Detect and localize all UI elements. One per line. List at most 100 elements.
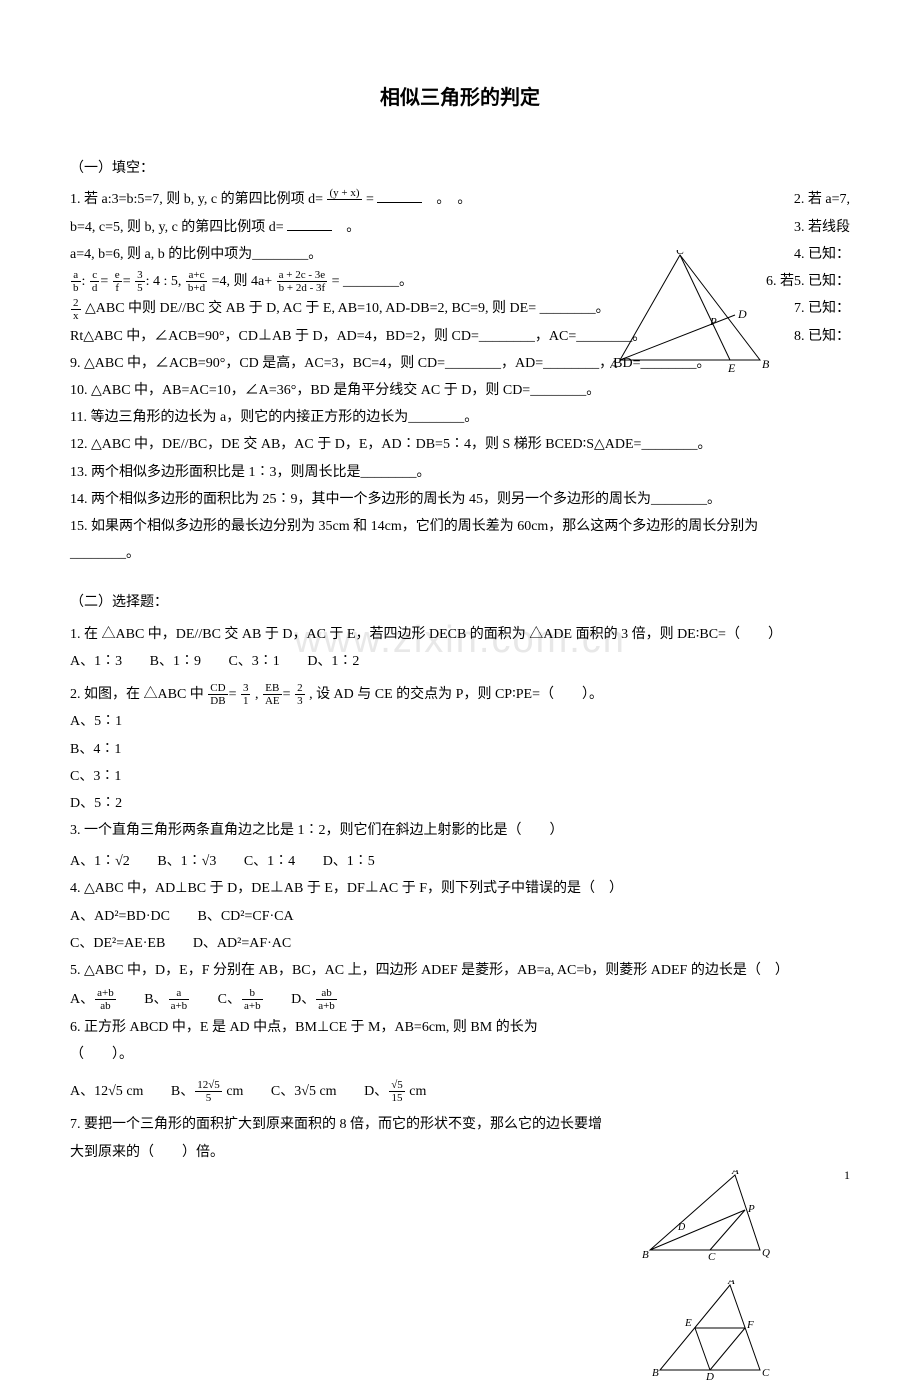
q2-4-opts2: C、DE²=AE·EB D、AD²=AF·AC <box>70 931 850 956</box>
q1-9: 9. △ABC 中，∠ACB=90°，CD 是高，AC=3，BC=4，则 CD=… <box>70 351 850 376</box>
q2-2d: D、5∶2 <box>70 791 850 816</box>
opt-d: D、aba+b <box>291 992 338 1007</box>
opt-c: C、1∶4 <box>244 854 295 869</box>
text: a=4, b=6, 则 a, b 的比例中项为________。 <box>70 247 322 262</box>
d: 3 <box>295 695 305 707</box>
svg-text:C: C <box>708 1251 716 1260</box>
d: f <box>113 282 122 294</box>
svg-text:P: P <box>747 1203 755 1215</box>
q1-8b: Rt△ABC 中，∠ACB=90°，CD⊥AB 于 D，AD=4，BD=2，则 … <box>70 324 850 349</box>
q1-4: 4. 已知： <box>794 242 850 267</box>
q1-12: 12. △ABC 中，DE//BC，DE 交 AB，AC 于 D，E，AD∶DB… <box>70 432 850 457</box>
svg-text:A: A <box>731 1170 739 1177</box>
page-title: 相似三角形的判定 <box>70 80 850 116</box>
text: = <box>366 192 377 207</box>
svg-text:Q: Q <box>762 1247 770 1259</box>
opt-d: D、1∶2 <box>307 654 359 669</box>
section2-head: （二）选择题： <box>70 590 850 615</box>
n: 2 <box>295 682 305 695</box>
q2-2c: C、3∶1 <box>70 764 850 789</box>
n: 2 <box>71 297 81 310</box>
q1-8: 8. 已知： <box>794 324 850 349</box>
t: △ABC 中则 DE//BC 交 AB 于 D, AC 于 E, AB=10, … <box>85 301 610 316</box>
svg-text:E: E <box>684 1317 692 1329</box>
q1-11: 11. 等边三角形的边长为 a，则它的内接正方形的边长为________。 <box>70 405 850 430</box>
q1-3b: a=4, b=6, 则 a, b 的比例中项为________。 4. 已知： <box>70 242 850 267</box>
frac-d <box>327 200 361 212</box>
figure-triangle-3: A B C D E F <box>650 1280 770 1380</box>
opt-d: D、√515 cm <box>364 1084 426 1099</box>
svg-text:B: B <box>642 1249 649 1260</box>
n: a <box>71 269 81 282</box>
opt-a: A、12√5 cm <box>70 1084 143 1099</box>
d: 1 <box>241 695 251 707</box>
q2-5-opts: A、a+bab B、aa+b C、ba+b D、aba+b <box>70 987 850 1012</box>
n: 3 <box>135 269 145 282</box>
q1-15: 15. 如果两个相似多边形的最长边分别为 35cm 和 14cm，它们的周长差为… <box>70 514 850 539</box>
svg-text:B: B <box>652 1367 659 1379</box>
text: 1. 若 a:3=b:5=7, 则 b, y, c 的第四比例项 d= <box>70 192 326 207</box>
q2-6-opts: A、12√5 cm B、12√55 cm C、3√5 cm D、√515 cm <box>70 1079 850 1104</box>
q2-2: 2. 如图，在 △ABC 中 CDDB= 31 , EBAE= 23 , 设 A… <box>70 682 850 707</box>
n: a + 2c - 3e <box>277 269 328 282</box>
opt-d: D、1∶5 <box>323 854 375 869</box>
opt-b: B、CD²=CF·CA <box>197 909 293 924</box>
q2-2a: A、5∶1 <box>70 709 850 734</box>
d: DB <box>208 695 227 707</box>
opt-b: B、1∶9 <box>150 654 201 669</box>
t: =4, 则 4a+ <box>212 274 273 289</box>
n: e <box>113 269 122 282</box>
q1-line1: 1. 若 a:3=b:5=7, 则 b, y, c 的第四比例项 d= (y +… <box>70 187 850 212</box>
q2-7b: 大到原来的（ ）倍。 <box>70 1140 850 1165</box>
q2-1-opts: A、1∶3 B、1∶9 C、3∶1 D、1∶2 <box>70 649 850 674</box>
q1-6: 6. 若 <box>766 269 794 294</box>
d: 5 <box>135 282 145 294</box>
opt-c: C、3√5 cm <box>271 1084 337 1099</box>
q1-line2: b=4, c=5, 则 b, y, c 的第四比例项 d= 。 3. 若线段 <box>70 215 850 240</box>
frac-n: (y + x) <box>327 187 361 200</box>
q2-6b: （ ）。 <box>70 1042 850 1067</box>
figure-triangle-2: A B C Q P D <box>640 1170 770 1260</box>
opt-b: B、12√55 cm <box>171 1084 244 1099</box>
opt-c: C、3∶1 <box>228 654 279 669</box>
svg-text:F: F <box>746 1319 754 1331</box>
t: 4 <box>153 274 160 289</box>
q1-3: 3. 若线段 <box>794 215 850 240</box>
page-number: 1 <box>844 1165 850 1187</box>
t: , 设 AD 与 CE 的交点为 P，则 CP∶PE=（ ）。 <box>309 687 603 702</box>
t: = ________。 <box>332 274 413 289</box>
q1-6b: 2x △ABC 中则 DE//BC 交 AB 于 D, AC 于 E, AB=1… <box>70 296 850 321</box>
q2-6: 6. 正方形 ABCD 中，E 是 AD 中点，BM⊥CE 于 M，AB=6cm… <box>70 1015 850 1040</box>
d: b <box>71 282 81 294</box>
q2-4: 4. △ABC 中，AD⊥BC 于 D，DE⊥AB 于 E，DF⊥AC 于 F，… <box>70 876 850 901</box>
opt-c: C、ba+b <box>218 992 264 1007</box>
q2-1: 1. 在 △ABC 中，DE//BC 交 AB 于 D，AC 于 E，若四边形 … <box>70 622 850 647</box>
opt-a: A、1∶√2 <box>70 854 130 869</box>
opt-b: B、1∶√3 <box>157 854 216 869</box>
d: d <box>90 282 100 294</box>
q2-5: 5. △ABC 中，D，E，F 分别在 AB，BC，AC 上，四边形 ADEF … <box>70 958 850 983</box>
q1-7: 7. 已知： <box>794 296 850 321</box>
q1-5eq: ab: cd= ef= 35: 4 : 5, a+cb+d =4, 则 4a+ … <box>70 269 850 294</box>
n: EB <box>263 682 282 695</box>
q1-14: 14. 两个相似多边形的面积比为 25∶9，其中一个多边形的周长为 45，则另一… <box>70 487 850 512</box>
opt-a: A、a+bab <box>70 992 117 1007</box>
svg-text:D: D <box>705 1371 714 1380</box>
d: b + 2d - 3f <box>277 282 328 294</box>
opt-d: D、AD²=AF·AC <box>193 936 291 951</box>
svg-text:D: D <box>677 1222 686 1233</box>
d: x <box>71 310 81 322</box>
q2-7: 7. 要把一个三角形的面积扩大到原来面积的 8 倍，而它的形状不变，那么它的边长… <box>70 1112 850 1137</box>
q2-3-opts: A、1∶√2 B、1∶√3 C、1∶4 D、1∶5 <box>70 849 850 874</box>
q1-5: 5. 已知： <box>794 269 850 294</box>
page-content: 相似三角形的判定 C A B D E P A B C Q P D A B C D… <box>70 80 850 1165</box>
opt-b: B、aa+b <box>144 992 190 1007</box>
q2-3: 3. 一个直角三角形两条直角边之比是 1∶2，则它们在斜边上射影的比是（ ） <box>70 818 850 843</box>
opt-a: A、AD²=BD·DC <box>70 909 170 924</box>
q2-4-opts1: A、AD²=BD·DC B、CD²=CF·CA <box>70 904 850 929</box>
section1-head: （一）填空： <box>70 156 850 181</box>
n: CD <box>208 682 227 695</box>
text: b=4, c=5, 则 b, y, c 的第四比例项 d= <box>70 220 287 235</box>
t: 5 <box>171 274 178 289</box>
n: c <box>90 269 100 282</box>
